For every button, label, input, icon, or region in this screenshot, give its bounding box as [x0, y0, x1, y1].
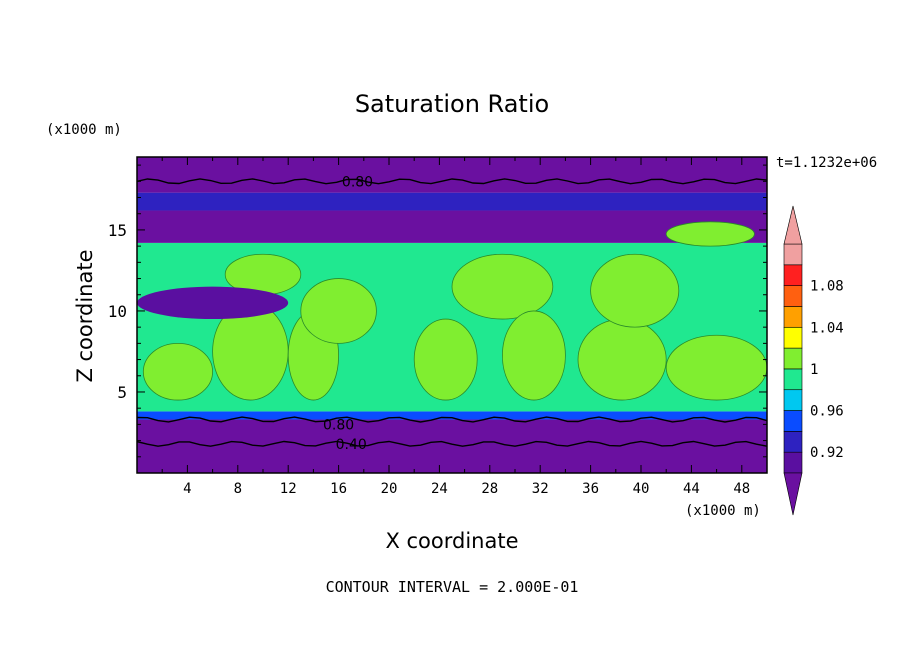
colorbar-swatch [783, 285, 803, 307]
field-feature-cloud-8 [577, 318, 667, 401]
colorbar-swatch [783, 347, 803, 370]
contour-label-2: 0.40 [336, 437, 367, 453]
colorbar-label: 0.96 [810, 404, 844, 420]
field-band-1 [137, 411, 767, 420]
y-unit-label: (x1000 m) [46, 122, 122, 138]
x-tick-label: 40 [633, 481, 650, 497]
colorbar-swatch [783, 306, 803, 328]
field-feature-cloud-7 [502, 310, 566, 401]
field-feature-cloud-6 [451, 253, 554, 320]
time-label: t=1.1232e+06 [776, 155, 877, 171]
colorbar-swatch [783, 243, 803, 266]
colorbar-swatch [783, 264, 803, 286]
contour-label-1: 0.80 [323, 417, 354, 433]
field-feature-cloud-0 [142, 342, 213, 401]
colorbar-above-arrow [783, 205, 803, 245]
colorbar-below-arrow [783, 472, 803, 516]
x-tick-label: 36 [582, 481, 599, 497]
contour-line-0 [137, 178, 767, 185]
field-feature-cloud-5 [413, 318, 478, 401]
field-band-3 [137, 210, 767, 243]
y-axis: 5 10 15 [108, 164, 767, 458]
x-tick-label: 32 [532, 481, 549, 497]
colorbar-swatch [783, 389, 803, 411]
x-axis-title: X coordinate [385, 529, 518, 553]
x-tick-label: 28 [481, 481, 498, 497]
x-tick-label: 8 [234, 481, 242, 497]
field-feature-dry-12 [137, 286, 289, 320]
colorbar-swatch [783, 451, 803, 474]
field-feature-cloud-9 [590, 253, 680, 328]
x-tick-label: 20 [381, 481, 398, 497]
plot-frame [136, 156, 768, 474]
x-tick-label: 16 [330, 481, 347, 497]
colorbar: 1.08 1.04 1 0.96 0.92 [783, 205, 844, 516]
y-tick-label: 5 [117, 383, 127, 402]
field-band-5 [137, 157, 767, 193]
contour-line-2 [137, 440, 767, 447]
x-tick-label: 24 [431, 481, 448, 497]
y-tick-label: 15 [108, 221, 127, 240]
contour-label-0: 0.80 [342, 174, 373, 190]
contour-lines: 0.80 0.80 0.40 [137, 174, 767, 453]
colorbar-swatch [783, 431, 803, 453]
colorbar-label: 1 [810, 362, 818, 378]
colorbar-swatch [783, 368, 803, 391]
colorbar-label: 1.08 [810, 279, 844, 295]
colorbar-swatch [783, 410, 803, 432]
field-band-4 [137, 192, 767, 211]
x-axis: 4 8 12 16 20 24 28 32 36 40 44 48 [161, 157, 768, 497]
x-tick-label: 48 [733, 481, 750, 497]
field-feature-cloud-11 [665, 221, 755, 247]
x-tick-label: 4 [183, 481, 191, 497]
x-unit-label: (x1000 m) [685, 503, 761, 519]
field-feature-cloud-4 [300, 278, 377, 344]
y-tick-label: 10 [108, 302, 127, 321]
contour-interval-footer: CONTOUR INTERVAL = 2.000E-01 [326, 578, 579, 596]
x-tick-label: 12 [280, 481, 297, 497]
field-feature-cloud-10 [665, 334, 767, 401]
colorbar-swatch [783, 326, 803, 349]
chart-title: Saturation Ratio [355, 90, 549, 118]
x-tick-label: 44 [683, 481, 700, 497]
saturation-field [137, 157, 767, 473]
y-axis-title: Z coordinate [73, 249, 97, 382]
colorbar-label: 0.92 [810, 445, 844, 461]
contour-line-1 [137, 416, 767, 423]
colorbar-label: 1.04 [810, 320, 844, 336]
